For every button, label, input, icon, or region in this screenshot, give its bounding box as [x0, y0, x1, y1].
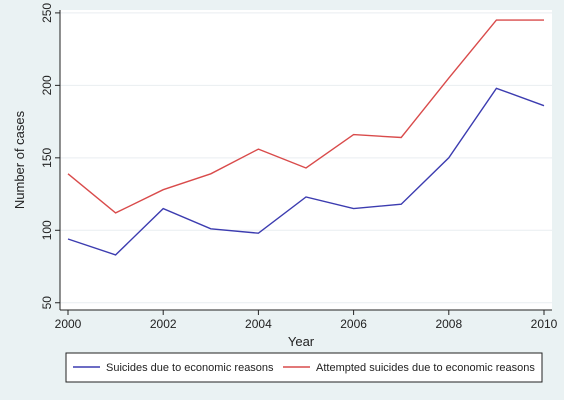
- legend-label-attempted: Attempted suicides due to economic reaso…: [316, 362, 535, 374]
- legend-label-suicides: Suicides due to economic reasons: [106, 362, 274, 374]
- plot-area: [60, 10, 552, 310]
- x-tick-label: 2000: [55, 317, 82, 331]
- y-tick-label: 50: [40, 296, 54, 310]
- x-tick-label: 2004: [245, 317, 272, 331]
- y-tick-label: 200: [40, 75, 54, 95]
- x-axis-label: Year: [288, 334, 315, 349]
- y-tick-label: 150: [40, 147, 54, 167]
- x-tick-label: 2002: [150, 317, 177, 331]
- y-tick-label: 250: [40, 3, 54, 23]
- x-tick-label: 2008: [435, 317, 462, 331]
- legend: Suicides due to economic reasons Attempt…: [66, 353, 542, 382]
- y-axis-label: Number of cases: [12, 110, 27, 209]
- x-tick-label: 2010: [531, 317, 558, 331]
- y-tick-label: 100: [40, 220, 54, 240]
- x-tick-label: 2006: [340, 317, 367, 331]
